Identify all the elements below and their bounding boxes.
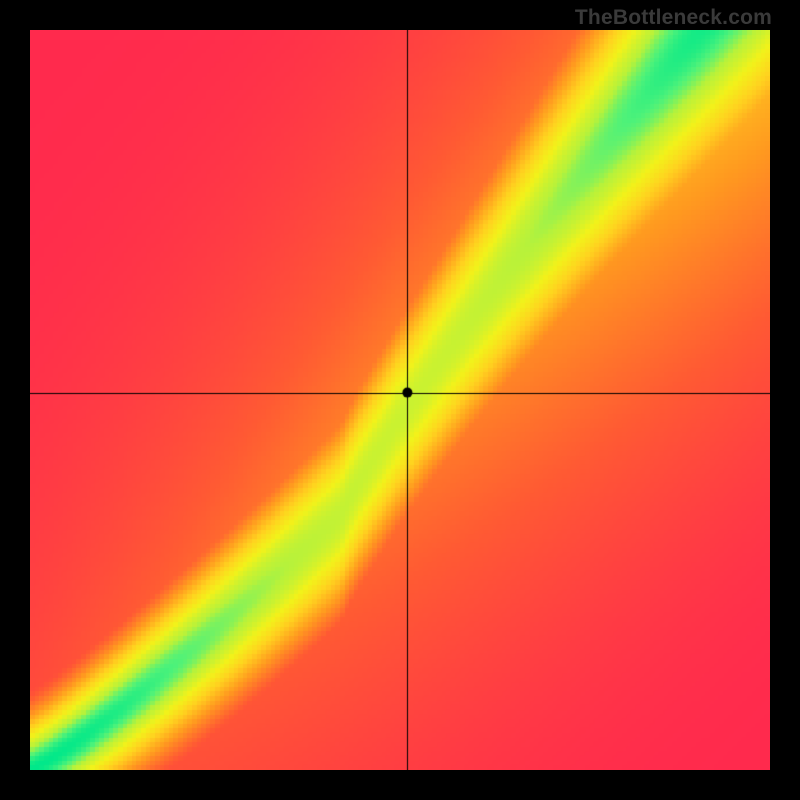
attribution-text: TheBottleneck.com [575,6,772,30]
chart-frame: { "attribution": "TheBottleneck.com", "c… [0,0,800,800]
bottleneck-heatmap [30,30,770,770]
